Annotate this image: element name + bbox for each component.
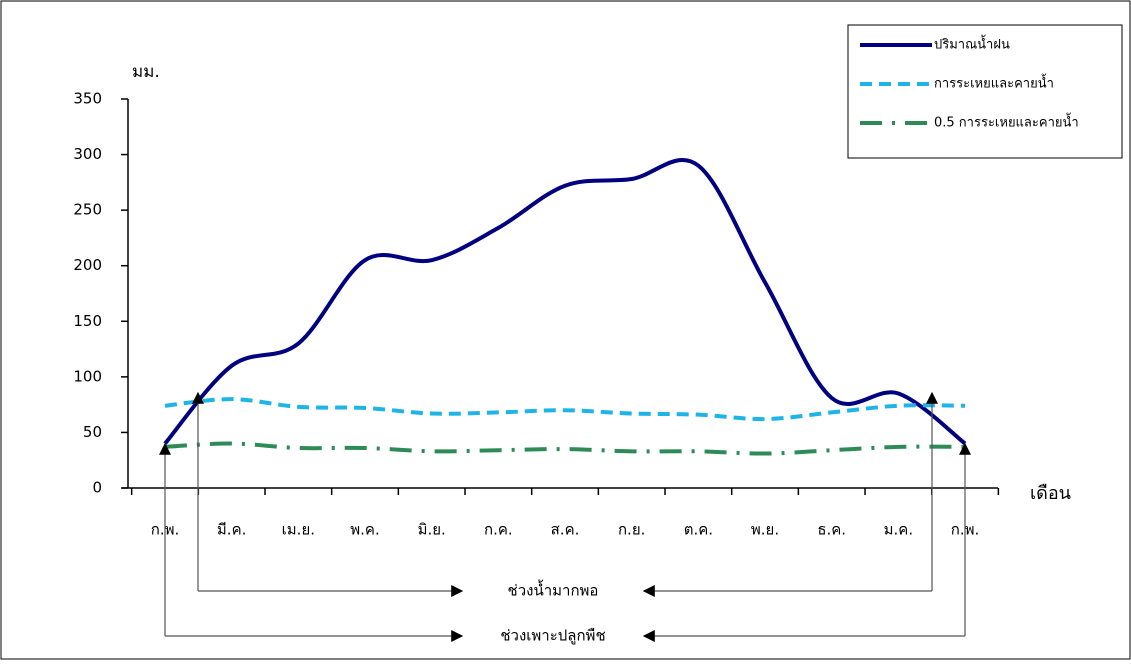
x-tick-label: ส.ค. [551,521,580,539]
x-tick-label: ธ.ค. [817,521,846,539]
y-tick-label: 50 [83,423,102,441]
legend [847,24,1123,159]
x-tick-label: ต.ค. [684,521,713,539]
x-tick-label: มิ.ย. [418,521,446,539]
series-line [163,158,967,446]
y-tick-label: 100 [73,367,102,385]
x-axis-label: เดือน [1030,483,1071,504]
x-tick-label: ม.ค. [884,521,913,539]
series-line [164,397,966,422]
y-tick-label: 250 [73,201,102,219]
legend-label: การระเหยและคายน้ำ [934,74,1054,92]
x-tick-label: เม.ย. [282,521,315,539]
y-tick-label: 350 [73,90,102,108]
annotation: ช่วงเพาะปลูกพืช [500,627,605,645]
y-tick-label: 200 [73,256,102,274]
x-tick-label: มี.ค. [217,521,246,539]
annotation: ช่วงน้ำมากพอ [508,580,599,600]
y-tick-label: 300 [73,145,102,163]
annotation-arrows [159,391,971,642]
legend-label: ปริมาณน้ำฝน [934,35,1010,53]
y-axis-label: มม. [132,62,160,82]
x-tick-label: ก.ค. [484,521,513,539]
y-tick-label: 0 [92,479,102,497]
x-tick-label: พ.ย. [751,521,779,539]
x-tick-label: ก.ย. [618,521,645,539]
legend-label: 0.5 การระเหยและคายน้ำ [934,113,1079,131]
y-tick-label: 150 [73,312,102,330]
x-tick-label: พ.ค. [350,521,379,539]
series-line [164,441,966,456]
